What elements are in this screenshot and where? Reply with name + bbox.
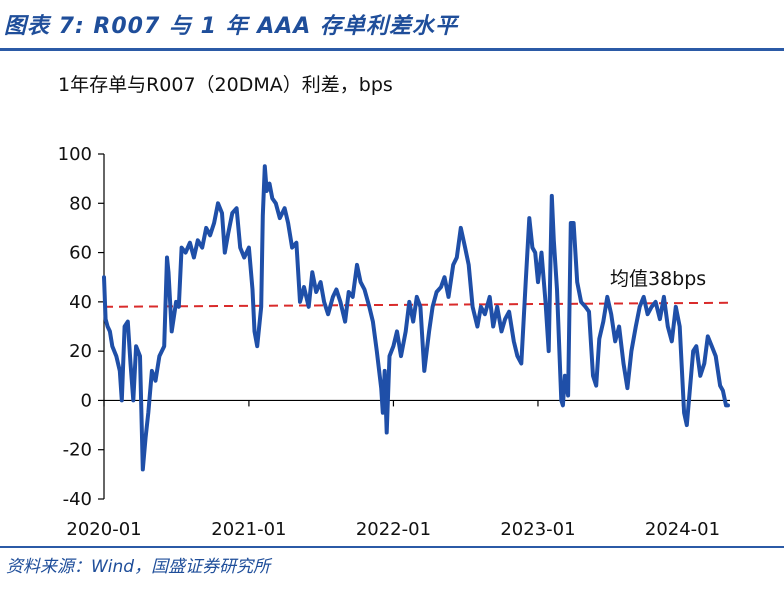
y-tick-label: 60 (69, 243, 92, 264)
footer-divider (0, 546, 784, 548)
chart-axes: -40 -20 0 20 40 60 80 100 2020-01 2021-01 2022-01 2… (58, 144, 730, 540)
y-tick-label: 0 (81, 390, 92, 411)
x-tick-label: 2024-01 (645, 519, 720, 540)
title-divider (0, 48, 784, 51)
mean-line-label: 均值38bps (610, 268, 706, 290)
y-tick-label: 20 (69, 341, 92, 362)
x-tick-label: 2020-01 (66, 519, 141, 540)
figure-title: 图表 7: R007 与 1 年 AAA 存单利差水平 (4, 14, 458, 39)
series-line (102, 164, 730, 472)
source-note: 资料来源：Wind，国盛证券研究所 (6, 557, 271, 577)
y-tick-label: 80 (69, 193, 92, 214)
y-tick-label: -40 (63, 489, 92, 510)
x-tick-label: 2023-01 (500, 519, 575, 540)
mean-reference-line: 均值38bps (103, 268, 731, 308)
chart-series (102, 164, 730, 472)
y-tick-label: 40 (69, 292, 92, 313)
chart-title: 1年存单与R007（20DMA）利差，bps (58, 74, 393, 96)
x-tick-label: 2022-01 (356, 519, 431, 540)
x-tick-label: 2021-01 (211, 519, 286, 540)
y-tick-label: 100 (58, 144, 92, 165)
y-tick-label: -20 (63, 440, 92, 461)
